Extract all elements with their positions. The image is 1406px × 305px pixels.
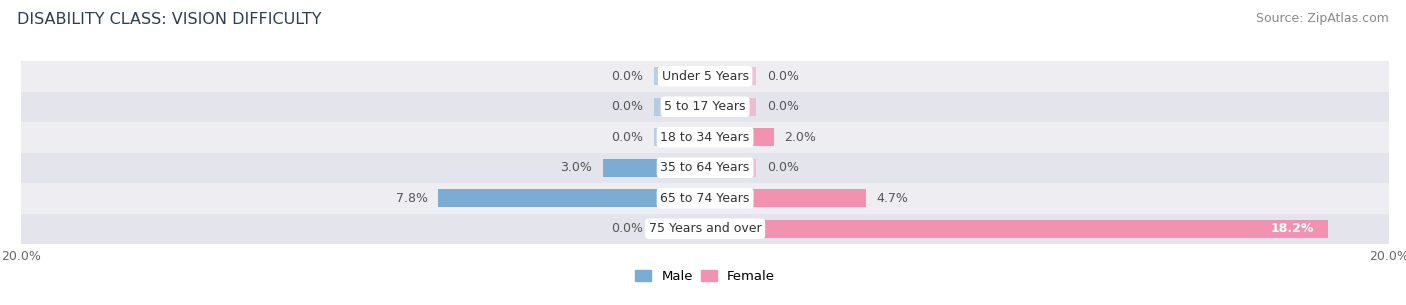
Text: 4.7%: 4.7% [876,192,908,205]
Bar [439,189,706,207]
Text: 2.0%: 2.0% [783,131,815,144]
Text: Source: ZipAtlas.com: Source: ZipAtlas.com [1256,12,1389,25]
Bar [654,189,706,207]
Bar [654,128,706,146]
Bar [706,220,1327,238]
Text: 0.0%: 0.0% [766,70,799,83]
Text: 18 to 34 Years: 18 to 34 Years [661,131,749,144]
Text: 0.0%: 0.0% [766,161,799,174]
Text: 7.8%: 7.8% [396,192,427,205]
Legend: Male, Female: Male, Female [630,265,780,289]
Bar [654,98,706,116]
Text: 0.0%: 0.0% [766,100,799,113]
Text: Under 5 Years: Under 5 Years [662,70,748,83]
Text: 35 to 64 Years: 35 to 64 Years [661,161,749,174]
Bar [654,67,706,85]
Text: 0.0%: 0.0% [612,100,644,113]
Text: 0.0%: 0.0% [612,131,644,144]
Text: 3.0%: 3.0% [561,161,592,174]
Bar [21,122,1389,152]
Bar [706,128,773,146]
Bar [21,214,1389,244]
Bar [654,159,706,177]
Text: 0.0%: 0.0% [612,70,644,83]
Bar [21,152,1389,183]
Text: 5 to 17 Years: 5 to 17 Years [665,100,745,113]
Bar [706,189,866,207]
Text: 65 to 74 Years: 65 to 74 Years [661,192,749,205]
Bar [706,98,756,116]
Text: 0.0%: 0.0% [612,222,644,235]
Bar [706,128,756,146]
Bar [21,61,1389,92]
Bar [21,92,1389,122]
Bar [706,220,756,238]
Bar [603,159,706,177]
Text: 75 Years and over: 75 Years and over [648,222,762,235]
Text: 18.2%: 18.2% [1271,222,1313,235]
Bar [706,189,756,207]
Bar [21,183,1389,214]
Bar [706,67,756,85]
Text: DISABILITY CLASS: VISION DIFFICULTY: DISABILITY CLASS: VISION DIFFICULTY [17,12,322,27]
Bar [654,220,706,238]
Bar [706,159,756,177]
